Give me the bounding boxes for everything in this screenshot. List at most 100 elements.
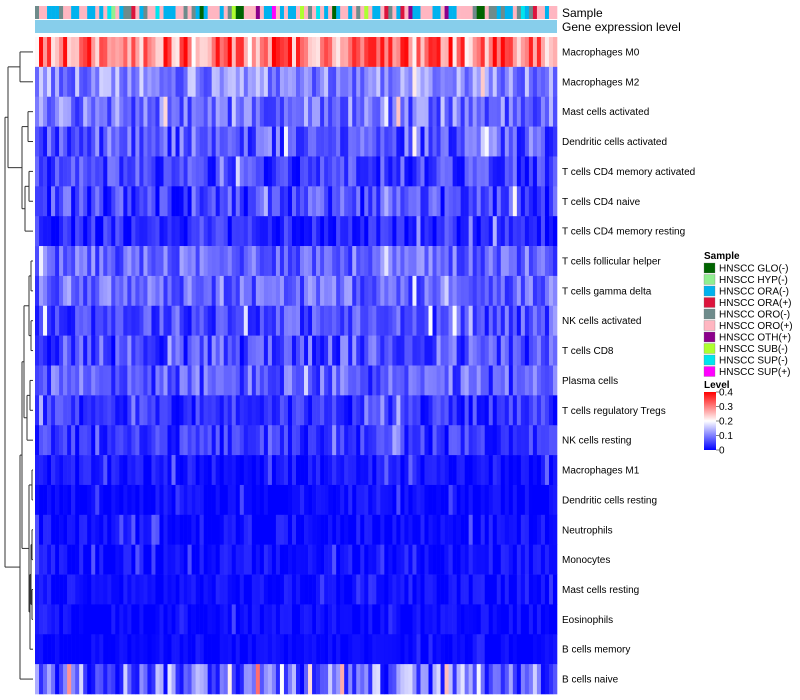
heatmap-cell [412,216,417,247]
heatmap-cell [504,275,510,307]
heatmap-cell [39,484,44,516]
heatmap-cell [348,335,353,366]
heatmap-cell [139,425,144,456]
heatmap-cell [512,634,518,665]
heatmap-cell [524,66,530,98]
heatmap-cell [504,96,510,127]
heatmap-cell [540,514,546,545]
heatmap-cell [348,365,353,396]
sample-annotation-cell [291,6,297,19]
sample-annotation-cell [211,6,216,19]
heatmap-cell [231,395,237,426]
heatmap-cell [191,335,196,366]
sample-annotation-cell [127,6,132,19]
heatmap-cell [211,305,216,336]
heatmap-cell [400,544,405,575]
heatmap-cell [328,96,333,127]
heatmap-cell [392,514,397,545]
heatmap-cell [183,275,188,307]
heatmap-cell [376,455,381,486]
heatmap-cell [79,156,84,187]
heatmap-cell [155,664,160,695]
heatmap-cell [187,275,192,307]
heatmap-cell [83,455,88,486]
heatmap-cell [444,544,449,575]
heatmap-cell [520,634,526,665]
heatmap-cell [167,246,172,277]
heatmap-cell [251,484,257,516]
heatmap-cell [219,66,225,98]
heatmap-cell [147,544,152,575]
heatmap-cell [368,455,373,486]
heatmap-cell [191,365,196,396]
heatmap-cell [372,395,377,426]
sample-annotation-cell [287,6,293,19]
sample-annotation-cell [368,6,373,19]
heatmap-cell [312,574,317,605]
heatmap-cell [436,335,441,366]
heatmap-cell [336,66,341,98]
heatmap-cell [408,66,413,98]
heatmap-cell [384,246,389,277]
heatmap-cell [544,634,550,665]
heatmap-cell [456,126,461,157]
heatmap-cell [47,544,52,575]
heatmap-cell [436,484,441,516]
heatmap-cell [195,574,200,605]
heatmap-cell [552,156,558,187]
heatmap-cell [155,365,160,396]
heatmap-cell [75,156,80,187]
heatmap-cell [195,484,200,516]
heatmap-cell [344,186,349,217]
heatmap-cell [488,425,494,456]
heatmap-cell [364,37,369,68]
heatmap-cell [444,514,449,545]
heatmap-cell [219,365,225,396]
heatmap-cell [143,96,148,127]
heatmap-cell [344,275,349,307]
heatmap-cell [508,216,514,247]
heatmap-cell [39,514,44,545]
heatmap-cell [472,126,477,157]
heatmap-cell [195,425,200,456]
heatmap-cell [119,126,124,157]
heatmap-cell [119,664,124,695]
heatmap-cell [287,186,293,217]
heatmap-cell [428,514,433,545]
heatmap-cell [55,604,60,635]
heatmap-cell [376,246,381,277]
heatmap-cell [187,455,192,486]
sample-annotation-cell [155,6,160,19]
heatmap-cell [75,96,80,127]
heatmap-cell [239,37,245,68]
heatmap-cell [275,275,281,307]
heatmap-cell [420,156,425,187]
heatmap-cell [151,604,156,635]
heatmap-cell [123,574,128,605]
heatmap-cell [179,365,184,396]
heatmap-cell [279,275,285,307]
heatmap-cell [448,246,453,277]
heatmap-cell [223,305,229,336]
heatmap-cell [71,216,76,247]
heatmap-cell [119,305,124,336]
heatmap-cell [444,455,449,486]
heatmap-cell [287,246,293,277]
heatmap-cell [428,425,433,456]
heatmap-cell [300,275,305,307]
heatmap-cell [39,455,44,486]
heatmap-cell [420,37,425,68]
sample-annotation-cell [199,6,204,19]
heatmap-cell [39,186,44,217]
heatmap-cell [468,66,473,98]
level-legend-title: Level [704,380,730,391]
heatmap-cell [492,544,498,575]
heatmap-cell [147,634,152,665]
heatmap-cell [87,216,92,247]
heatmap-cell [223,574,229,605]
heatmap-cell [271,305,277,336]
heatmap-cell [247,514,253,545]
heatmap-cell [223,216,229,247]
heatmap-cell [283,186,289,217]
heatmap-cell [71,664,76,695]
